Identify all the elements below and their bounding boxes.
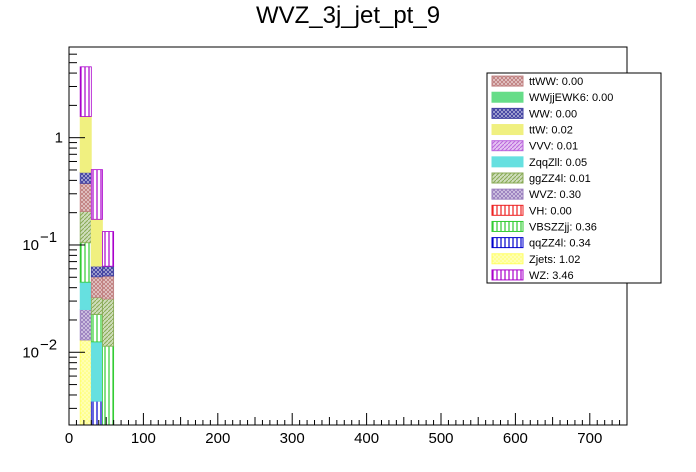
- bar-qqZZ4l-bin-1: [90, 400, 103, 426]
- legend-swatch: [491, 253, 524, 265]
- bar-WW-bin-2: [102, 265, 115, 277]
- x-tick-label: 700: [577, 430, 602, 447]
- x-tick-label: 400: [354, 430, 379, 447]
- x-tick-label: 0: [65, 430, 73, 447]
- bar-WW-bin-1: [90, 265, 103, 278]
- bar-Zjets-bin-0: [79, 339, 92, 426]
- legend-entry: ZqqZll: 0.05: [491, 156, 587, 169]
- legend-entry: VH: 0.00: [491, 204, 572, 217]
- legend-label: VBSZZjj: 0.36: [529, 221, 597, 233]
- bar-ttWW-bin-0: [79, 182, 92, 212]
- bar-ttW-bin-1: [90, 218, 103, 267]
- legend-label: VH: 0.00: [529, 205, 572, 217]
- svg-text:1: 1: [55, 130, 63, 147]
- x-tick-label: 500: [428, 430, 453, 447]
- bar-ggZZ4l-bin-0: [79, 211, 92, 244]
- chart-title: WVZ_3j_jet_pt_9: [255, 2, 441, 29]
- bar-WVZ-bin-0: [79, 309, 92, 341]
- x-tick-label: 300: [280, 430, 305, 447]
- legend-entry: ttW: 0.02: [491, 124, 573, 137]
- bar-WZ-bin-2: [102, 231, 115, 267]
- y-tick-label: 10 −1: [22, 229, 57, 254]
- legend-label: ZqqZll: 0.05: [529, 157, 587, 169]
- legend: ttWW: 0.00 WWjjEWK6: 0.00 WW: 0.00 ttW: 0.0…: [486, 72, 662, 284]
- legend-swatch: [491, 140, 524, 152]
- bar-ZqqZll-bin-1: [90, 341, 103, 402]
- legend-label: WZ: 3.46: [529, 270, 574, 282]
- legend-swatch: [491, 204, 524, 216]
- svg-text:−2: −2: [40, 336, 57, 353]
- legend-swatch: [491, 91, 524, 103]
- bar-VBSZZjj-bin-2: [102, 345, 115, 426]
- legend-label: ggZZ4l: 0.01: [529, 173, 591, 185]
- bar-ttW-bin-0: [79, 116, 92, 173]
- bar-WZ-bin-1: [90, 169, 103, 220]
- legend-entry: qqZZ4l: 0.34: [491, 237, 591, 250]
- svg-text:−1: −1: [40, 229, 57, 246]
- legend-label: VVV: 0.01: [529, 141, 578, 153]
- svg-text:10: 10: [22, 344, 39, 361]
- bar-WZ-bin-0: [79, 66, 92, 117]
- legend-entry: ggZZ4l: 0.01: [491, 172, 591, 185]
- bar-ggZZ4l-bin-1: [90, 296, 103, 315]
- legend-label: Zjets: 1.02: [529, 254, 580, 266]
- bar-VBSZZjj-bin-0: [79, 242, 92, 283]
- legend-entry: WZ: 3.46: [491, 269, 574, 282]
- x-axis: 0 100 200 300 400 500 600 700: [65, 413, 628, 447]
- bar-ggZZ4l-bin-2: [102, 298, 115, 347]
- bar-WW-bin-0: [79, 171, 92, 184]
- legend-entry: VVV: 0.01: [491, 140, 578, 153]
- legend-swatch: [491, 75, 524, 87]
- legend-entry: WW: 0.00: [491, 107, 577, 120]
- legend-entry: VBSZZjj: 0.36: [491, 220, 597, 233]
- legend-entry: WWjjEWK6: 0.00: [491, 91, 613, 104]
- x-tick-label: 200: [205, 430, 230, 447]
- bars-layer: [79, 66, 115, 426]
- legend-swatch: [491, 124, 524, 136]
- legend-entry: Zjets: 1.02: [491, 253, 580, 266]
- y-tick-label: 10 −2: [22, 336, 57, 361]
- y-axis: 10 −210 −11: [22, 46, 85, 409]
- legend-label: ttW: 0.02: [529, 125, 573, 137]
- bar-VBSZZjj-bin-1: [90, 314, 103, 343]
- legend-entry: ttWW: 0.00: [491, 75, 583, 88]
- legend-swatch: [491, 107, 524, 119]
- bar-ZqqZll-bin-0: [79, 281, 92, 310]
- legend-swatch: [491, 237, 524, 249]
- legend-label: WVZ: 0.30: [529, 189, 581, 201]
- svg-text:10: 10: [22, 237, 39, 254]
- y-tick-label: 1: [55, 130, 63, 147]
- legend-label: ttWW: 0.00: [529, 76, 583, 88]
- legend-swatch: [491, 156, 524, 168]
- x-tick-label: 100: [131, 430, 156, 447]
- legend-label: WW: 0.00: [529, 108, 577, 120]
- bar-ttWW-bin-2: [102, 275, 115, 300]
- legend-swatch: [491, 269, 524, 281]
- legend-entry: WVZ: 0.30: [491, 188, 581, 201]
- legend-label: qqZZ4l: 0.34: [529, 238, 591, 250]
- legend-swatch: [491, 220, 524, 232]
- x-tick-label: 600: [503, 430, 528, 447]
- bar-ttWW-bin-1: [90, 276, 103, 298]
- legend-label: WWjjEWK6: 0.00: [529, 92, 613, 104]
- legend-swatch: [491, 172, 524, 184]
- legend-swatch: [491, 188, 524, 200]
